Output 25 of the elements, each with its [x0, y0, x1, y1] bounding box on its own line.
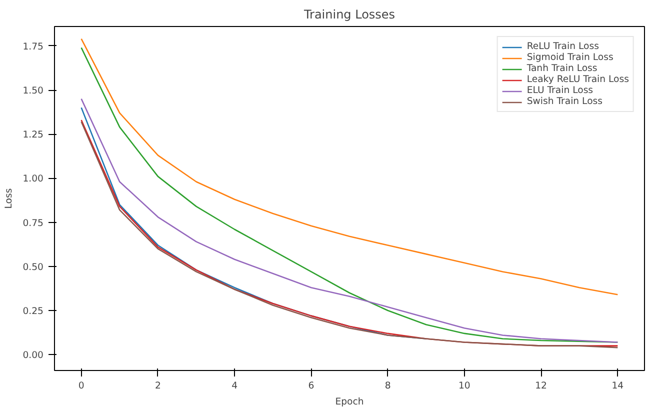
x-tick-label: 4 [232, 380, 238, 392]
x-tick-label: 10 [458, 380, 470, 392]
legend-label: Tanh Train Loss [526, 63, 598, 74]
legend-label: ELU Train Loss [526, 85, 594, 96]
y-tick-label: 0.00 [22, 350, 44, 362]
y-tick-label: 0.50 [22, 262, 44, 273]
legend-label: Swish Train Loss [526, 96, 602, 107]
chart-title: Training Losses [302, 8, 396, 22]
x-tick-label: 6 [308, 380, 314, 392]
x-tick-label: 8 [384, 380, 391, 392]
legend-label: Leaky ReLU Train Loss [526, 74, 629, 85]
y-tick-label: 0.75 [22, 218, 44, 229]
legend-label: Sigmoid Train Loss [526, 52, 614, 63]
x-tick-label: 2 [154, 380, 161, 392]
y-tick-label: 0.25 [22, 306, 44, 318]
x-tick-label: 12 [535, 380, 547, 392]
x-axis-title: Epoch [335, 396, 364, 408]
y-tick-label: 1.25 [22, 130, 44, 141]
y-tick-label: 1.00 [22, 174, 44, 185]
y-tick-label: 1.75 [22, 41, 44, 52]
x-tick-label: 0 [78, 380, 84, 392]
x-tick-label: 14 [612, 380, 624, 392]
y-tick-label: 1.50 [22, 86, 44, 97]
legend-label: ReLU Train Loss [526, 41, 599, 52]
y-axis-title: Loss [4, 188, 15, 209]
